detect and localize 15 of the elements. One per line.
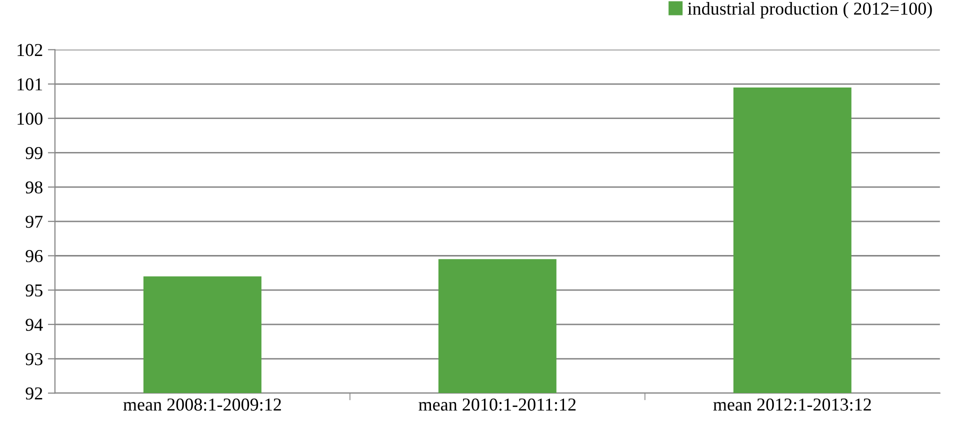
y-tick-label: 94 [26, 318, 43, 331]
legend-label: industrial production ( 2012=100) [688, 2, 932, 18]
y-tick-label: 100 [18, 112, 42, 125]
y-tick-label: 96 [26, 250, 43, 262]
x-tick-label: mean 2010:1-2011:12 [418, 398, 576, 411]
x-tick-label: mean 2008:1-2009:12 [123, 398, 281, 411]
x-tick-label: mean 2012:1-2013:12 [713, 398, 871, 411]
y-tick-label: 92 [26, 387, 42, 400]
y-tick-label: 102 [18, 44, 42, 56]
y-tick-label: 93 [26, 353, 42, 366]
y-tick-label: 97 [26, 216, 43, 228]
y-tick-label: 99 [26, 147, 42, 160]
y-tick-label: 101 [18, 78, 42, 90]
y-tick-label: 98 [26, 181, 42, 194]
y-tick-label: 95 [26, 284, 42, 297]
